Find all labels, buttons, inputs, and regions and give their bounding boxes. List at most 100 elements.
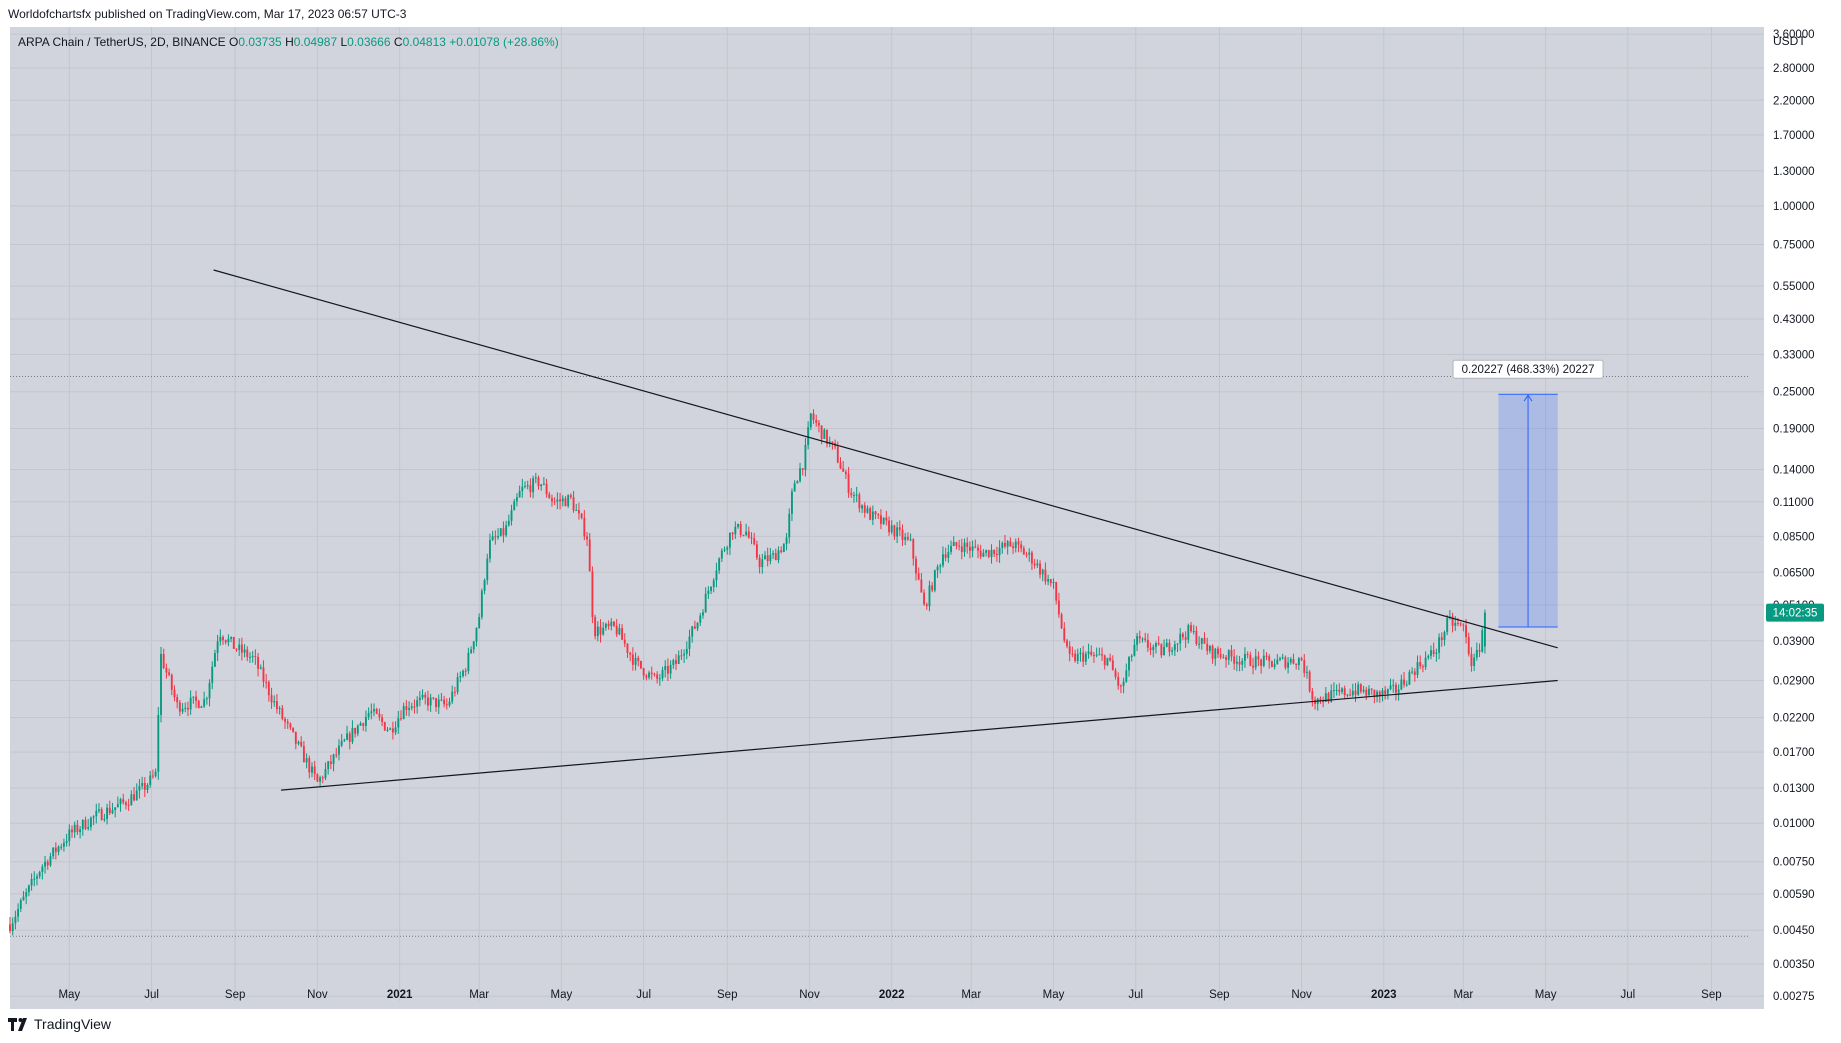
candle-body <box>480 590 483 618</box>
candle-body <box>1386 689 1389 694</box>
candle-body <box>448 701 451 706</box>
candle-body <box>1287 662 1290 668</box>
candle-body <box>917 573 920 580</box>
candle-body <box>548 494 551 499</box>
candle-body <box>408 708 411 710</box>
candle-body <box>499 528 502 536</box>
y-tick-label: 0.55000 <box>1773 281 1815 293</box>
candle-body <box>1303 660 1306 673</box>
candle-body <box>265 681 268 683</box>
candle-body <box>1208 645 1211 651</box>
candle-body <box>289 723 292 728</box>
candle-body <box>696 622 699 629</box>
candle-body <box>170 674 173 690</box>
candle-body <box>1457 622 1459 624</box>
candle-body <box>472 641 475 650</box>
candle-body <box>1176 643 1179 645</box>
candle-body <box>211 666 214 683</box>
candle-body <box>138 785 141 791</box>
measure-label: 0.20227 (468.33%) 20227 <box>1462 364 1595 376</box>
candle-body <box>1373 689 1376 697</box>
candle-body <box>1157 643 1160 645</box>
candle-body <box>1427 655 1430 658</box>
candle-body <box>300 741 303 747</box>
y-tick-label: 0.75000 <box>1773 239 1815 251</box>
candle-body <box>375 709 378 714</box>
candle-body <box>181 708 184 712</box>
candle-body <box>351 727 354 742</box>
candle-body <box>294 731 297 744</box>
candle-body <box>669 664 672 674</box>
candle-body <box>1265 655 1268 657</box>
candle-body <box>809 413 812 428</box>
ohlc-legend: ARPA Chain / TetherUS, 2D, BINANCE O0.03… <box>18 35 559 49</box>
candle-body <box>362 723 365 726</box>
candle-body <box>160 653 162 715</box>
candle-body <box>1144 638 1147 640</box>
candle-body <box>882 517 885 524</box>
candle-body <box>151 775 154 777</box>
candle-body <box>429 697 432 706</box>
candle-body <box>1244 653 1246 661</box>
candle-body <box>451 691 454 702</box>
candle-body <box>793 483 796 492</box>
candle-body <box>114 807 117 811</box>
candle-body <box>238 644 241 650</box>
last-price-badge <box>1766 603 1824 622</box>
candle-body <box>1411 671 1414 673</box>
x-tick-label: May <box>58 989 80 1001</box>
candle-body <box>688 636 691 649</box>
candle-body <box>858 494 861 509</box>
candle-body <box>1446 618 1449 633</box>
candle-body <box>750 537 753 539</box>
candle-body <box>1009 541 1012 547</box>
candle-body <box>586 536 588 540</box>
candle-body <box>418 697 421 701</box>
candle-body <box>1146 639 1149 648</box>
tradingview-brand[interactable]: TradingView <box>8 1016 111 1032</box>
candle-body <box>1459 623 1462 625</box>
legend-symbol[interactable]: ARPA Chain / TetherUS, 2D, BINANCE <box>18 35 226 49</box>
candle-body <box>71 829 73 833</box>
candle-body <box>1292 658 1295 664</box>
candle-body <box>866 508 869 513</box>
price-axis[interactable] <box>1766 0 1841 1043</box>
candle-body <box>14 916 17 924</box>
candle-body <box>235 648 238 650</box>
candle-body <box>691 626 694 637</box>
descending-trendline[interactable] <box>213 269 1558 649</box>
candle-body <box>297 741 300 744</box>
x-tick-label: Sep <box>1701 989 1721 1001</box>
candle-body <box>774 553 777 561</box>
candle-body <box>227 638 230 643</box>
y-tick-label: 0.00450 <box>1773 925 1815 937</box>
y-tick-label: 0.01000 <box>1773 818 1815 830</box>
candle-body <box>979 550 982 557</box>
candle-body <box>1149 647 1152 651</box>
ascending-trendline[interactable] <box>280 679 1558 791</box>
candle-body <box>1475 650 1478 658</box>
candle-body <box>187 707 189 710</box>
candle-body <box>788 513 791 538</box>
candle-body <box>1306 671 1308 673</box>
candle-body <box>421 694 424 698</box>
candle-body <box>1214 648 1217 659</box>
candle-body <box>1122 681 1125 686</box>
candle-body <box>861 505 864 509</box>
candle-body <box>604 623 607 628</box>
y-tick-label: 0.19000 <box>1773 424 1815 436</box>
candle-body <box>1270 660 1273 667</box>
candle-body <box>634 657 637 665</box>
candle-body <box>445 704 448 706</box>
candle-body <box>879 515 882 524</box>
candle-body <box>629 652 632 655</box>
candle-body <box>224 640 227 643</box>
candle-body <box>521 486 524 492</box>
candle-body <box>87 826 90 829</box>
candle-body <box>1308 671 1311 692</box>
candle-body <box>642 668 645 676</box>
candle-body <box>62 842 65 847</box>
x-tick-label: Nov <box>307 989 328 1001</box>
candle-body <box>327 761 330 770</box>
